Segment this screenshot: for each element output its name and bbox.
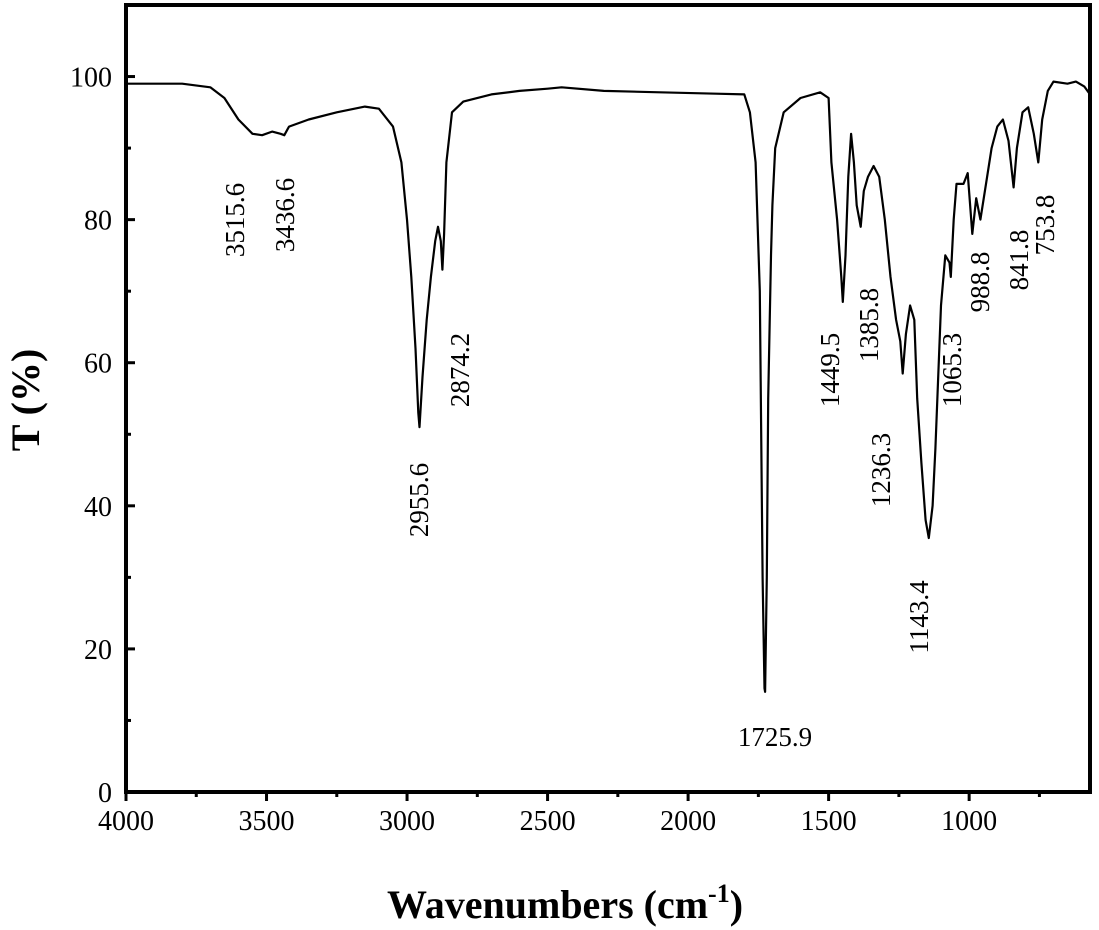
peak-label: 2955.6 bbox=[404, 463, 434, 537]
peak-label: 3436.6 bbox=[270, 178, 300, 252]
y-axis-title: T (%) bbox=[3, 349, 48, 452]
x-title-text: Wavenumbers (cm bbox=[387, 882, 708, 927]
x-tick-label: 2000 bbox=[660, 806, 716, 837]
y-tick-label: 100 bbox=[70, 63, 112, 94]
x-tick-label: 3500 bbox=[239, 806, 295, 837]
y-tick-label: 60 bbox=[84, 349, 112, 380]
x-tick-label: 1500 bbox=[801, 806, 857, 837]
peak-label: 1725.9 bbox=[738, 722, 812, 752]
peak-label: 2874.2 bbox=[445, 333, 475, 407]
peak-label: 1065.3 bbox=[937, 333, 967, 407]
x-axis-title: Wavenumbers (cm-1) bbox=[387, 879, 743, 927]
peak-label: 1385.8 bbox=[854, 288, 884, 362]
x-title-end: ) bbox=[730, 882, 743, 927]
x-title-sup: -1 bbox=[708, 879, 730, 908]
peak-label: 841.8 bbox=[1004, 230, 1034, 291]
spectrum-line bbox=[126, 80, 1091, 693]
y-tick-label: 20 bbox=[84, 635, 112, 666]
plot-frame bbox=[124, 3, 1092, 794]
x-tick-label: 2500 bbox=[520, 806, 576, 837]
peak-label: 1236.3 bbox=[866, 433, 896, 507]
x-tick-label: 3000 bbox=[379, 806, 435, 837]
peak-label: 988.8 bbox=[965, 252, 995, 313]
peak-label: 1449.5 bbox=[815, 333, 845, 407]
y-tick-label: 40 bbox=[84, 492, 112, 523]
peak-label: 753.8 bbox=[1030, 195, 1060, 256]
peak-label: 1143.4 bbox=[904, 580, 934, 654]
x-tick-label: 1000 bbox=[941, 806, 997, 837]
y-tick-label: 0 bbox=[98, 778, 112, 809]
x-tick-label: 4000 bbox=[98, 806, 154, 837]
peak-label: 3515.6 bbox=[220, 183, 250, 257]
y-tick-label: 80 bbox=[84, 206, 112, 237]
